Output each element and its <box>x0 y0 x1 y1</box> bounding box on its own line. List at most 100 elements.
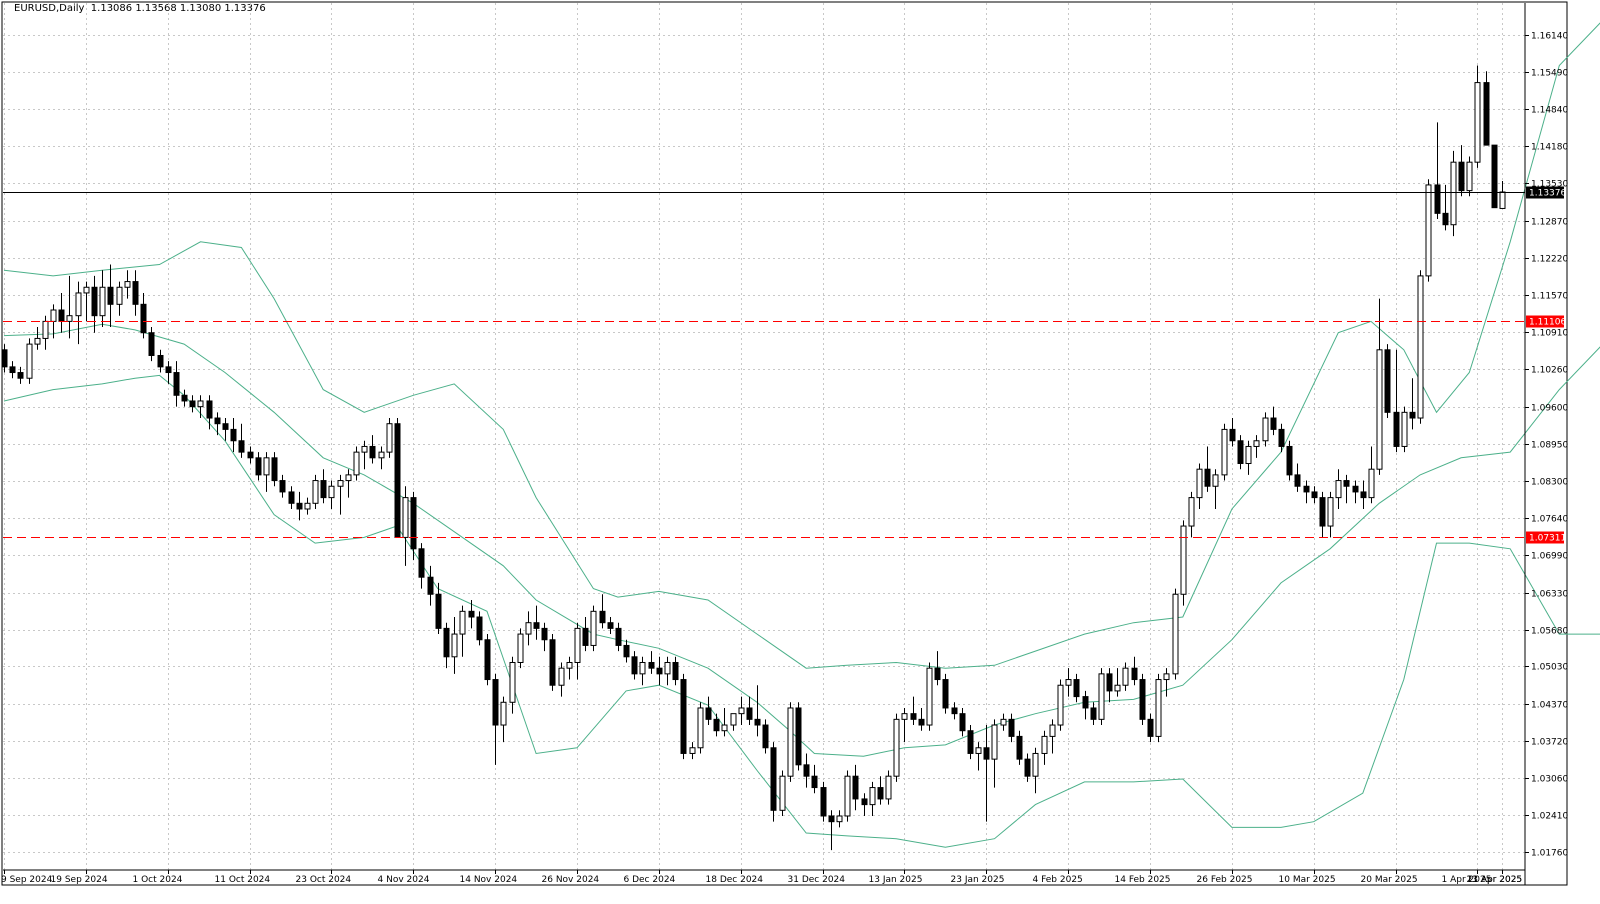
candle-bear-body <box>255 457 262 476</box>
candle-bull-body <box>1466 161 1473 192</box>
y-tick-label: 1.14180 <box>1531 143 1568 153</box>
candle-bear-body <box>877 787 884 800</box>
candle-bear-body <box>1491 144 1498 209</box>
candle-bear-body <box>427 576 434 595</box>
price-label-bg <box>1526 531 1564 544</box>
candle-bull-body <box>1032 752 1039 777</box>
candle-bear-body <box>705 707 712 720</box>
candle-bear-body <box>230 428 237 442</box>
candle-bear-body <box>17 372 24 379</box>
candle-bear-body <box>1204 468 1211 487</box>
candle-bear-body <box>1024 758 1031 777</box>
candle-bear-body <box>492 679 499 726</box>
candle-bear-body <box>238 440 245 453</box>
y-tick-label: 1.06990 <box>1531 552 1568 562</box>
candle-bear-body <box>934 667 941 681</box>
candle-bull-body <box>345 474 352 482</box>
candle-bear-body <box>1016 735 1023 760</box>
candle-bear-body <box>983 747 990 760</box>
candle-bear-body <box>279 480 286 493</box>
candle-bear-body <box>1286 445 1293 476</box>
y-tick-label: 1.06330 <box>1531 590 1568 600</box>
candle-bull-body <box>353 451 360 476</box>
candle-bear-body <box>910 713 917 720</box>
candle-bear-body <box>1139 679 1146 720</box>
candle-bear-body <box>861 798 868 806</box>
candle-bear-body <box>394 423 401 538</box>
candle-bull-body <box>1253 440 1260 447</box>
candle-bear-body <box>1008 718 1015 737</box>
candle-bull-body <box>639 661 646 675</box>
x-tick-label: 1 Apr 2025 <box>1442 875 1492 885</box>
candle-bear-body <box>1384 349 1391 413</box>
candle-bull-body <box>99 286 106 317</box>
x-tick-label: 14 Feb 2025 <box>1115 875 1171 885</box>
candle-bear-body <box>157 354 164 368</box>
candle-bull-body <box>116 286 123 305</box>
price-lines: 1.13376 1.11106 1.07311 <box>3 186 1566 544</box>
candle-bear-body <box>1270 417 1277 430</box>
candle-bear-body <box>214 417 221 425</box>
price-label-bg <box>1526 186 1564 199</box>
candle-bull-body <box>1450 161 1457 226</box>
candle-bull-body <box>901 713 908 720</box>
candle-bear-body <box>1147 718 1154 737</box>
candle-bull-body <box>42 320 49 339</box>
candle-bear-body <box>1319 497 1326 527</box>
candle-bear-body <box>672 661 679 681</box>
candle-bear-body <box>1229 428 1236 442</box>
candle-bear-body <box>918 718 925 726</box>
candle-bear-body <box>656 667 663 675</box>
candle-bull-body <box>66 315 73 322</box>
x-tick-label: 1 Oct 2024 <box>133 875 183 885</box>
candle-bull-body <box>75 292 82 317</box>
price-line-label: 1.13376 <box>1529 189 1566 199</box>
candle-bull-body <box>558 667 565 686</box>
y-tick-label: 1.03720 <box>1531 738 1568 748</box>
candle-bear-body <box>369 445 376 459</box>
candle-bear-body <box>1278 428 1285 447</box>
candle-bear-body <box>803 764 810 777</box>
candle-bear-body <box>435 593 442 629</box>
x-tick-label: 6 Dec 2024 <box>624 875 676 885</box>
bollinger-lower-band <box>3 374 1600 848</box>
candle-bull-body <box>1155 679 1162 737</box>
candle-bull-body <box>1180 525 1187 595</box>
y-tick-label: 1.02410 <box>1531 812 1568 822</box>
candle-bear-body <box>754 718 761 726</box>
candle-bear-body <box>967 730 974 754</box>
candle-bull-body <box>885 775 892 800</box>
y-tick-label: 1.08300 <box>1531 478 1568 488</box>
candle-bear-body <box>648 661 655 669</box>
candle-bull-body <box>263 457 270 476</box>
candle-bear-body <box>320 480 327 499</box>
candle-bear-body <box>1131 667 1138 681</box>
candle-bear-body <box>762 724 769 749</box>
candle-bull-body <box>1327 497 1334 527</box>
candle-bull-body <box>991 724 998 760</box>
candle-bear-body <box>820 787 827 817</box>
candle-bear-body <box>484 639 491 681</box>
chart-title: EURUSD,Daily 1.13086 1.13568 1.13080 1.1… <box>14 3 266 14</box>
plot-frame <box>1 1 1568 886</box>
candle-bull-body <box>509 661 516 703</box>
candle-bear-body <box>533 622 540 629</box>
candle-bear-body <box>1073 679 1080 698</box>
price-line-label: 1.11106 <box>1529 318 1566 328</box>
candle-bull-body <box>926 667 933 726</box>
candle-bull-body <box>451 633 458 658</box>
candle-bear-body <box>1458 161 1465 192</box>
candle-bull-body <box>1401 411 1408 447</box>
candle-bull-body <box>1196 468 1203 499</box>
candle-bear-body <box>599 610 606 624</box>
candle-bear-body <box>1106 673 1113 692</box>
candle-bear-body <box>1237 440 1244 465</box>
candle-bear-body <box>1082 696 1089 709</box>
bollinger-bands <box>3 22 1600 848</box>
y-tick-label: 1.16140 <box>1531 32 1568 42</box>
candle-bull-body <box>1262 417 1269 442</box>
candle-bear-body <box>1303 485 1310 493</box>
